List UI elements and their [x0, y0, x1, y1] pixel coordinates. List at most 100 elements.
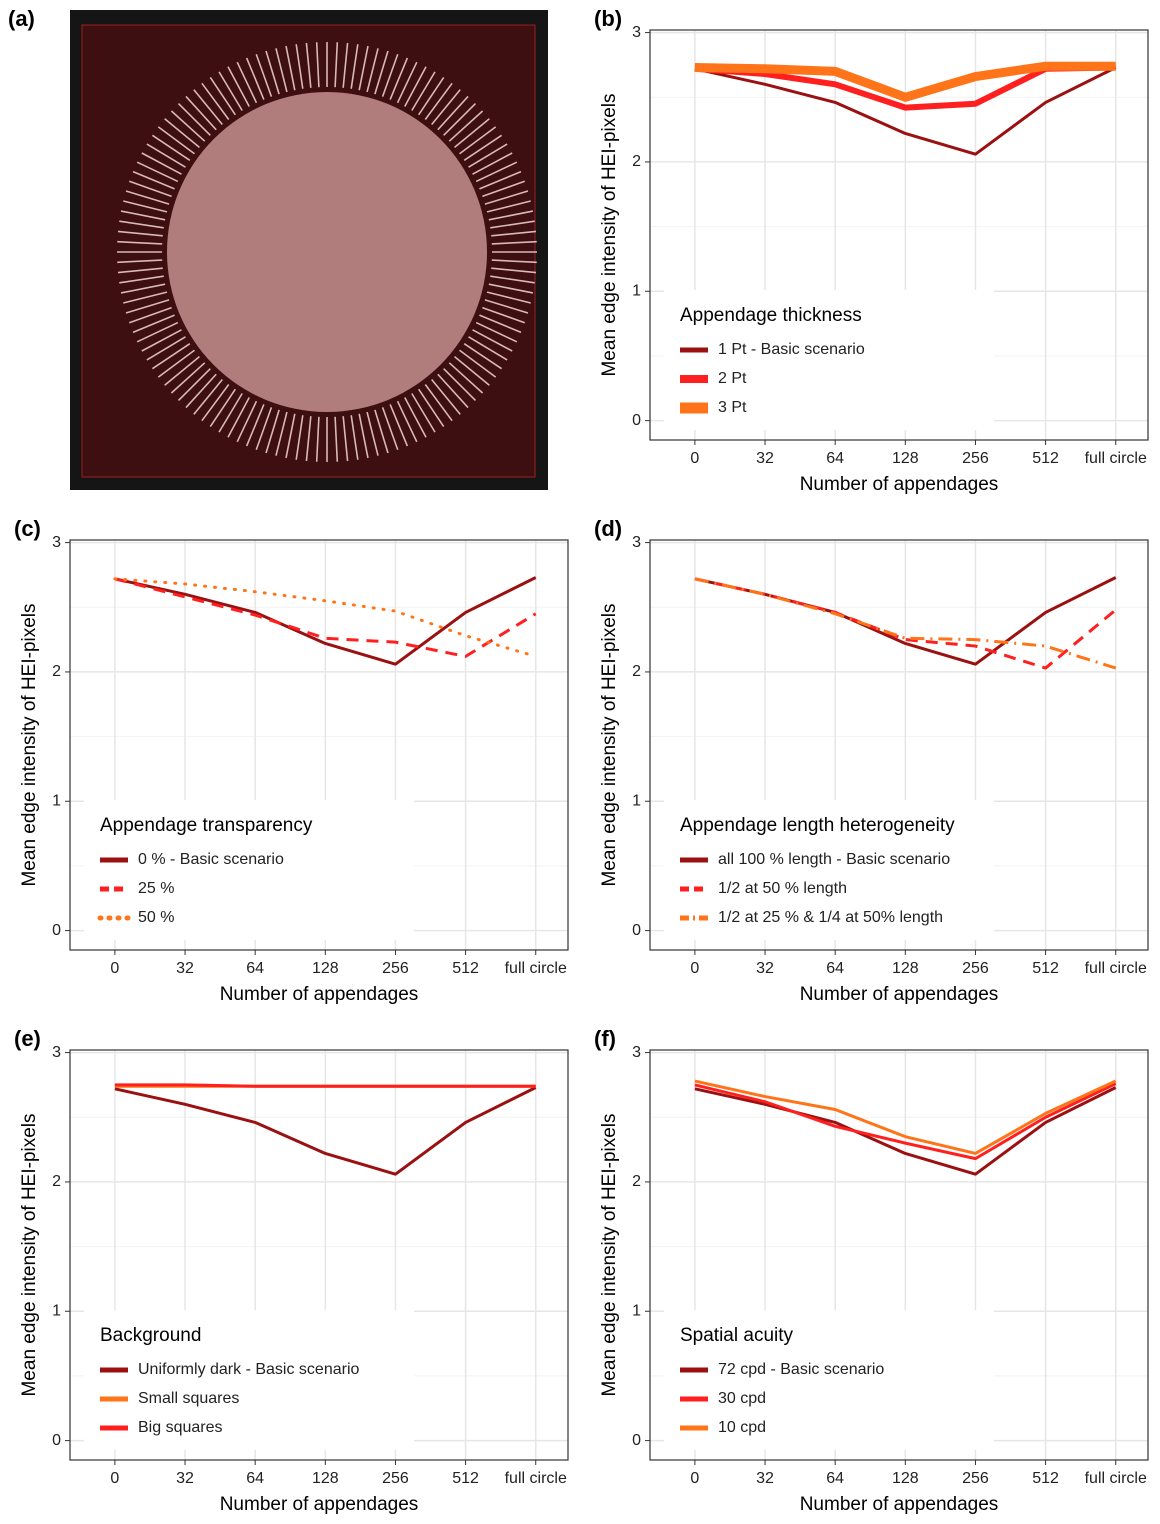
x-tick-label: 32: [756, 960, 774, 977]
y-tick-label: 1: [52, 792, 61, 809]
x-tick-label: 128: [312, 1470, 339, 1487]
legend-label: 72 cpd - Basic scenario: [718, 1361, 884, 1378]
panel-label: (f): [594, 1026, 616, 1051]
x-tick-label: 32: [176, 1470, 194, 1487]
x-axis-title: Number of appendages: [800, 474, 999, 495]
legend-label: Small squares: [138, 1390, 239, 1407]
panel-label: (a): [8, 6, 35, 31]
x-tick-label: 256: [962, 960, 989, 977]
y-tick-label: 3: [632, 534, 641, 551]
y-tick-label: 1: [52, 1302, 61, 1319]
y-tick-label: 1: [632, 1302, 641, 1319]
legend-label: all 100 % length - Basic scenario: [718, 851, 950, 868]
y-tick-label: 0: [632, 922, 641, 939]
x-tick-label: full circle: [1085, 1470, 1147, 1487]
x-tick-label: 64: [826, 450, 844, 467]
legend-label: 50 %: [138, 909, 174, 926]
disc: [167, 92, 487, 412]
x-tick-label: full circle: [505, 960, 567, 977]
legend-title: Appendage thickness: [680, 305, 862, 326]
x-tick-label: 32: [756, 450, 774, 467]
y-axis-title: Mean edge intensity of HEI-pixels: [599, 1113, 620, 1396]
figure: (a) (b)012303264128256512full circleNumb…: [0, 0, 1160, 1519]
legend-label: Uniformly dark - Basic scenario: [138, 1361, 360, 1378]
panel-label: (e): [14, 1026, 41, 1051]
y-axis-title: Mean edge intensity of HEI-pixels: [19, 603, 40, 886]
x-tick-label: 0: [110, 1470, 119, 1487]
x-axis-title: Number of appendages: [800, 1494, 999, 1515]
stimulus-image: [70, 10, 548, 490]
x-tick-label: 256: [382, 1470, 409, 1487]
y-tick-label: 0: [632, 1432, 641, 1449]
x-axis-title: Number of appendages: [220, 1494, 419, 1515]
x-tick-label: 512: [452, 1470, 479, 1487]
x-tick-label: 256: [962, 450, 989, 467]
legend-label: 1/2 at 25 % & 1/4 at 50% length: [718, 909, 943, 926]
panel-label: (b): [594, 6, 622, 31]
legend-label: 2 Pt: [718, 370, 747, 387]
panel-label: (c): [14, 516, 41, 541]
y-tick-label: 1: [632, 792, 641, 809]
x-tick-label: 256: [382, 960, 409, 977]
legend-label: 30 cpd: [718, 1390, 766, 1407]
legend-label: 0 % - Basic scenario: [138, 851, 284, 868]
x-tick-label: 0: [110, 960, 119, 977]
x-tick-label: 512: [1032, 450, 1059, 467]
legend-title: Appendage transparency: [100, 815, 313, 836]
y-tick-label: 2: [632, 1173, 641, 1190]
chart-panel: (b) 0 1 2 3 0 32 64 128 256 512 full circle Number o…: [594, 6, 1148, 495]
y-axis-title: Mean edge intensity of HEI-pixels: [599, 603, 620, 886]
x-tick-label: 128: [892, 960, 919, 977]
x-tick-label: full circle: [1085, 960, 1147, 977]
y-tick-label: 2: [632, 153, 641, 170]
panel-label: (d): [594, 516, 622, 541]
x-tick-label: 32: [756, 1470, 774, 1487]
chart-panel: (e) 0 1 2 3 0 32 64 128 256 512 full circle Number o…: [14, 1026, 568, 1515]
x-tick-label: 512: [1032, 1470, 1059, 1487]
chart-panel: (c) 0 1 2 3 0 32 64 128 256 512 full circle Number o…: [14, 516, 568, 1005]
x-tick-label: 128: [892, 450, 919, 467]
x-axis-title: Number of appendages: [800, 984, 999, 1005]
y-tick-label: 3: [52, 1044, 61, 1061]
x-tick-label: 128: [892, 1470, 919, 1487]
x-tick-label: 64: [246, 960, 264, 977]
x-tick-label: 256: [962, 1470, 989, 1487]
y-tick-label: 0: [52, 922, 61, 939]
x-axis-title: Number of appendages: [220, 984, 419, 1005]
y-tick-label: 2: [52, 1173, 61, 1190]
legend-title: Spatial acuity: [680, 1325, 794, 1346]
y-tick-label: 0: [632, 412, 641, 429]
x-tick-label: 0: [690, 1470, 699, 1487]
x-tick-label: 32: [176, 960, 194, 977]
legend-label: 3 Pt: [718, 399, 747, 416]
x-tick-label: 512: [1032, 960, 1059, 977]
y-tick-label: 0: [52, 1432, 61, 1449]
legend-label: 1/2 at 50 % length: [718, 880, 847, 897]
y-tick-label: 1: [632, 282, 641, 299]
x-tick-label: 0: [690, 960, 699, 977]
x-tick-label: 64: [826, 960, 844, 977]
x-tick-label: full circle: [505, 1470, 567, 1487]
y-tick-label: 3: [52, 534, 61, 551]
legend-label: Big squares: [138, 1419, 223, 1436]
legend-label: 1 Pt - Basic scenario: [718, 341, 865, 358]
y-tick-label: 2: [632, 663, 641, 680]
chart-panel: (d) 0 1 2 3 0 32 64 128 256 512 full circle Number o…: [594, 516, 1148, 1005]
x-tick-label: 64: [826, 1470, 844, 1487]
legend-label: 10 cpd: [718, 1419, 766, 1436]
series-line: [115, 1085, 536, 1086]
x-tick-label: 0: [690, 450, 699, 467]
legend-title: Appendage length heterogeneity: [680, 815, 955, 836]
y-tick-label: 3: [632, 1044, 641, 1061]
x-tick-label: 64: [246, 1470, 264, 1487]
legend-title: Background: [100, 1325, 201, 1346]
x-tick-label: full circle: [1085, 450, 1147, 467]
chart-panel: (f) 0 1 2 3 0 32 64 128 256 512 full circle Number o…: [594, 1026, 1148, 1515]
y-axis-title: Mean edge intensity of HEI-pixels: [19, 1113, 40, 1396]
y-axis-title: Mean edge intensity of HEI-pixels: [599, 93, 620, 376]
legend-label: 25 %: [138, 880, 174, 897]
y-tick-label: 2: [52, 663, 61, 680]
x-tick-label: 128: [312, 960, 339, 977]
x-tick-label: 512: [452, 960, 479, 977]
y-tick-label: 3: [632, 24, 641, 41]
